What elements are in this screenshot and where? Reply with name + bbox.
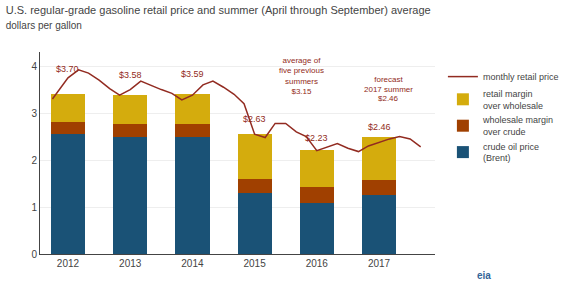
- svg-text:2015: 2015: [243, 258, 266, 269]
- svg-text:forecast2017 summer: forecast2017 summer: [364, 75, 413, 94]
- svg-text:1: 1: [31, 202, 37, 213]
- svg-text:retail marginover wholesale: retail marginover wholesale: [483, 89, 543, 111]
- svg-text:4: 4: [31, 61, 37, 72]
- svg-text:wholesale marginover crude: wholesale marginover crude: [482, 115, 553, 137]
- svg-text:2017: 2017: [368, 258, 391, 269]
- svg-text:$2.63: $2.63: [243, 114, 266, 124]
- svg-text:$2.46: $2.46: [368, 122, 391, 132]
- svg-text:$3.70: $3.70: [56, 64, 79, 74]
- svg-text:$2.23: $2.23: [305, 133, 328, 143]
- svg-text:2012: 2012: [57, 258, 80, 269]
- svg-text:2014: 2014: [181, 258, 204, 269]
- svg-text:$3.59: $3.59: [181, 69, 204, 79]
- svg-text:U.S. regular-grade gasoline re: U.S. regular-grade gasoline retail price…: [6, 4, 431, 30]
- svg-text:eia: eia: [477, 270, 491, 281]
- svg-text:3: 3: [31, 108, 37, 119]
- svg-text:2016: 2016: [306, 258, 329, 269]
- svg-text:2: 2: [31, 155, 37, 166]
- svg-text:$3.58: $3.58: [119, 70, 142, 80]
- svg-text:2013: 2013: [119, 258, 142, 269]
- svg-text:average offive previoussummers: average offive previoussummers$3.15: [279, 56, 324, 96]
- svg-text:crude oil price(Brent): crude oil price(Brent): [483, 142, 539, 164]
- svg-text:monthly retail price: monthly retail price: [483, 72, 559, 82]
- svg-text:0: 0: [31, 249, 37, 260]
- svg-text:$2.46: $2.46: [378, 94, 399, 103]
